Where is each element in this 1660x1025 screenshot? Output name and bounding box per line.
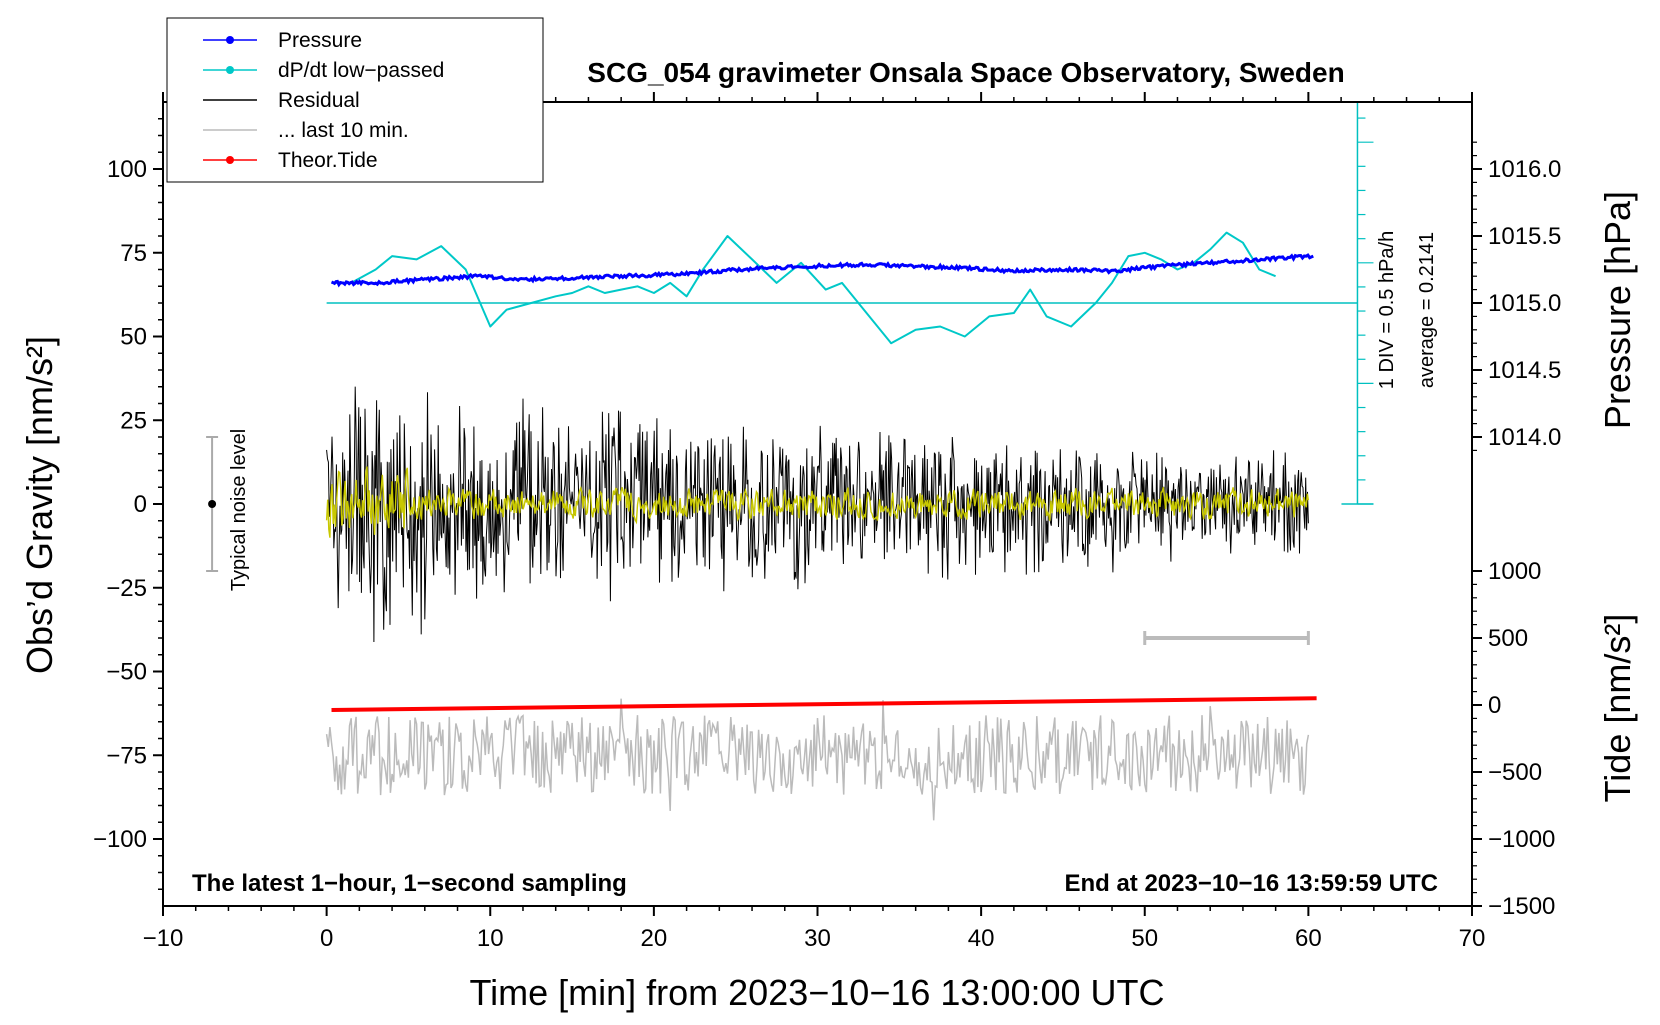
y-axis-title-left: Obs’d Gravity [nm/s²] xyxy=(19,336,60,674)
x-tick-label: 60 xyxy=(1295,925,1322,952)
legend-label: dP/dt low−passed xyxy=(278,59,444,82)
legend-marker xyxy=(226,36,234,44)
dpdt-line xyxy=(331,231,1276,345)
legend-label: Residual xyxy=(278,89,360,112)
pressure-tick-label: 1015.0 xyxy=(1488,290,1561,317)
x-tick-label: 10 xyxy=(477,925,504,952)
tide-tick-label: −500 xyxy=(1488,759,1542,786)
y-axis-title-tide: Tide [nm/s²] xyxy=(1597,614,1638,803)
y-left-tick-label: −50 xyxy=(106,659,147,686)
pressure-tick-label: 1014.0 xyxy=(1488,424,1561,451)
sampling-info: The latest 1−hour, 1−second sampling xyxy=(192,870,627,897)
x-tick-label: 0 xyxy=(320,925,333,952)
noise-bar-center xyxy=(208,500,217,508)
pressure-tick-label: 1016.0 xyxy=(1488,156,1561,183)
last10-line xyxy=(325,698,1310,821)
pressure-tick-label: 1014.5 xyxy=(1488,357,1561,384)
tide-tick-label: −1000 xyxy=(1488,826,1555,853)
chart-title: SCG_054 gravimeter Onsala Space Observat… xyxy=(587,57,1344,88)
y-left-tick-label: −75 xyxy=(106,742,147,769)
y-axis-title-pressure: Pressure [hPa] xyxy=(1597,191,1638,429)
tide-tick-label: −1500 xyxy=(1488,893,1555,920)
y-left-tick-label: −100 xyxy=(93,826,147,853)
residual-line xyxy=(326,386,1309,643)
legend-marker xyxy=(226,66,234,74)
legend: Pressure dP/dt low−passed Residual ... last… xyxy=(166,17,544,183)
y-left-tick-label: 100 xyxy=(107,156,147,183)
legend-label: Pressure xyxy=(278,29,362,52)
y-left-tick-label: 0 xyxy=(134,491,147,518)
y-left-tick-label: −25 xyxy=(106,575,147,602)
average-label: average = 0.2141 xyxy=(1416,232,1438,388)
x-tick-label: −10 xyxy=(143,925,184,952)
tide-tick-label: 500 xyxy=(1488,625,1528,652)
legend-label: ... last 10 min. xyxy=(278,119,409,142)
pressure-line xyxy=(330,253,1314,288)
tide-tick-label: 1000 xyxy=(1488,558,1541,585)
pressure-tick-label: 1015.5 xyxy=(1488,223,1561,250)
tide-tick-label: 0 xyxy=(1488,692,1501,719)
residual-smoothed-line xyxy=(325,466,1310,538)
noise-label: Typical noise level xyxy=(228,429,250,591)
x-tick-label: 30 xyxy=(804,925,831,952)
div-label: 1 DIV = 0.5 hPa/h xyxy=(1376,231,1398,389)
end-time-info: End at 2023−10−16 13:59:59 UTC xyxy=(1064,870,1438,897)
tide-line xyxy=(331,696,1317,712)
ticks-layer: −10 0 10 20 30 40 50 60 701007550250−25−50−75−10… xyxy=(93,92,1561,952)
y-left-tick-label: 75 xyxy=(120,240,147,267)
x-axis-title: Time [min] from 2023−10−16 13:00:00 UTC xyxy=(469,972,1164,1013)
legend-items: Pressure dP/dt low−passed Residual ... last… xyxy=(203,29,444,172)
legend-marker xyxy=(226,156,234,164)
x-tick-label: 50 xyxy=(1131,925,1158,952)
legend-label: Theor.Tide xyxy=(278,149,378,172)
x-tick-label: 70 xyxy=(1459,925,1486,952)
y-left-tick-label: 50 xyxy=(120,324,147,351)
series-layer xyxy=(206,102,1374,821)
x-tick-label: 20 xyxy=(641,925,668,952)
x-tick-label: 40 xyxy=(968,925,995,952)
y-left-tick-label: 25 xyxy=(120,407,147,434)
